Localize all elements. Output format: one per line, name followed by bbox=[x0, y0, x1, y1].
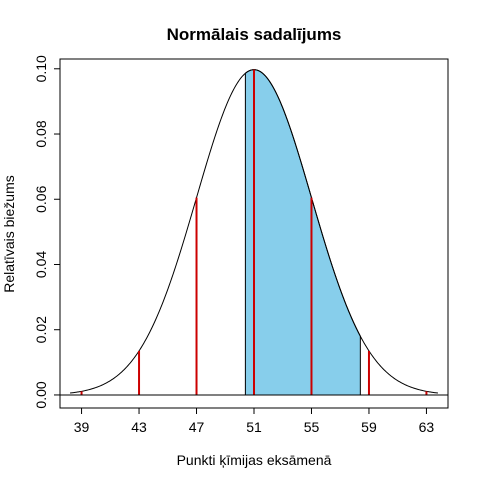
y-tick-label: 0.04 bbox=[33, 251, 49, 278]
y-tick-label: 0.08 bbox=[33, 120, 49, 147]
x-tick-label: 59 bbox=[361, 419, 377, 435]
shaded-region bbox=[244, 69, 361, 396]
plot-area: 39 43 47 51 55 59 63 0.00 0.02 0.04 0.06 0.08 0.10 bbox=[33, 55, 449, 435]
y-tick-label: 0.06 bbox=[33, 185, 49, 212]
x-tick-label: 55 bbox=[304, 419, 320, 435]
x-tick-label: 43 bbox=[131, 419, 147, 435]
x-axis-label: Punkti ķīmijas eksāmenā bbox=[177, 452, 332, 468]
x-tick-label: 51 bbox=[246, 419, 262, 435]
x-tick-label: 63 bbox=[419, 419, 435, 435]
chart-title: Normālais sadalījums bbox=[167, 25, 342, 44]
y-tick-label: 0.02 bbox=[33, 316, 49, 343]
y-tick-label: 0.00 bbox=[33, 381, 49, 408]
x-tick-label: 47 bbox=[189, 419, 205, 435]
x-tick-label: 39 bbox=[74, 419, 90, 435]
y-axis-label: Relatīvais biežums bbox=[1, 175, 17, 293]
y-tick-label: 0.10 bbox=[33, 55, 49, 82]
